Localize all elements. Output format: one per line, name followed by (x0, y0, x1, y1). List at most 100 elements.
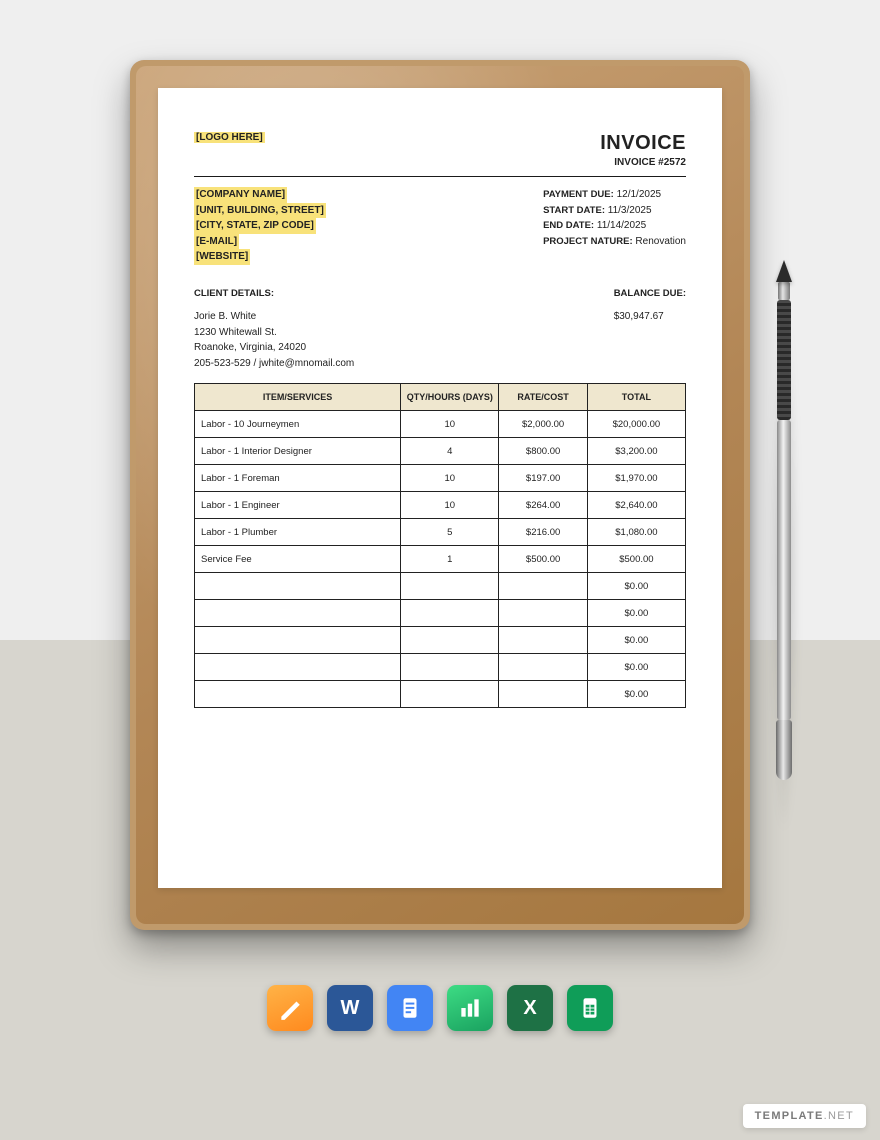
google-docs-icon[interactable] (387, 985, 433, 1031)
numbers-icon[interactable] (447, 985, 493, 1031)
cell-qty (401, 627, 499, 654)
balance-block: BALANCE DUE: $30,947.67 (614, 287, 686, 325)
table-row: Labor - 1 Plumber5$216.00$1,080.00 (195, 519, 686, 546)
client-contact: 205-523-529 / jwhite@mnomail.com (194, 356, 354, 372)
mechanical-pencil (776, 260, 792, 820)
cell-item (195, 573, 401, 600)
balance-label: BALANCE DUE: (614, 287, 686, 302)
cell-rate: $800.00 (499, 438, 587, 465)
cell-total: $0.00 (587, 654, 685, 681)
col-item: ITEM/SERVICES (195, 384, 401, 411)
cell-total: $500.00 (587, 546, 685, 573)
table-row: $0.00 (195, 681, 686, 708)
col-total: TOTAL (587, 384, 685, 411)
meta-block: PAYMENT DUE: 12/1/2025 START DATE: 11/3/… (543, 187, 686, 250)
cell-item: Service Fee (195, 546, 401, 573)
cell-item: Labor - 1 Foreman (195, 465, 401, 492)
payment-due: 12/1/2025 (617, 189, 662, 200)
cell-total: $2,640.00 (587, 492, 685, 519)
cell-total: $3,200.00 (587, 438, 685, 465)
cell-item: Labor - 1 Plumber (195, 519, 401, 546)
cell-qty (401, 681, 499, 708)
cell-total: $0.00 (587, 681, 685, 708)
cell-item (195, 600, 401, 627)
client-name: Jorie B. White (194, 309, 354, 325)
company-name: [COMPANY NAME] (194, 187, 287, 203)
company-address1: [UNIT, BUILDING, STREET] (194, 203, 326, 219)
start-date: 11/3/2025 (608, 205, 652, 216)
cell-rate: $500.00 (499, 546, 587, 573)
cell-rate (499, 600, 587, 627)
cell-total: $0.00 (587, 600, 685, 627)
table-row: $0.00 (195, 627, 686, 654)
payment-due-label: PAYMENT DUE: (543, 189, 614, 200)
excel-icon[interactable]: X (507, 985, 553, 1031)
cell-rate: $2,000.00 (499, 411, 587, 438)
pages-icon[interactable] (267, 985, 313, 1031)
cell-qty: 10 (401, 411, 499, 438)
cell-rate: $197.00 (499, 465, 587, 492)
cell-rate: $264.00 (499, 492, 587, 519)
cell-total: $1,080.00 (587, 519, 685, 546)
word-icon[interactable]: W (327, 985, 373, 1031)
cell-qty: 10 (401, 492, 499, 519)
cell-item: Labor - 1 Interior Designer (195, 438, 401, 465)
table-row: $0.00 (195, 573, 686, 600)
cell-rate (499, 654, 587, 681)
col-rate: RATE/COST (499, 384, 587, 411)
client-block: CLIENT DETAILS: Jorie B. White 1230 Whit… (194, 287, 354, 372)
cell-item (195, 627, 401, 654)
cell-qty: 4 (401, 438, 499, 465)
table-row: Labor - 1 Foreman10$197.00$1,970.00 (195, 465, 686, 492)
start-date-label: START DATE: (543, 205, 605, 216)
watermark-brand: TEMPLATE (755, 1110, 824, 1122)
company-website: [WEBSITE] (194, 249, 250, 265)
cell-item (195, 654, 401, 681)
client-city: Roanoke, Virginia, 24020 (194, 340, 354, 356)
watermark-tld: .NET (824, 1110, 854, 1122)
invoice-page: [LOGO HERE] INVOICE INVOICE #2572 [COMPA… (158, 88, 722, 888)
balance-amount: $30,947.67 (614, 309, 686, 325)
end-date: 11/14/2025 (597, 220, 646, 231)
col-qty: QTY/HOURS (DAYS) (401, 384, 499, 411)
cell-item (195, 681, 401, 708)
cell-total: $0.00 (587, 627, 685, 654)
table-row: Labor - 1 Engineer10$264.00$2,640.00 (195, 492, 686, 519)
cell-qty: 1 (401, 546, 499, 573)
company-address2: [CITY, STATE, ZIP CODE] (194, 218, 316, 234)
watermark: TEMPLATE.NET (743, 1104, 866, 1128)
end-date-label: END DATE: (543, 220, 594, 231)
cell-qty (401, 654, 499, 681)
google-sheets-icon[interactable] (567, 985, 613, 1031)
table-row: $0.00 (195, 600, 686, 627)
logo-placeholder: [LOGO HERE] (194, 132, 265, 143)
invoice-number: INVOICE #2572 (600, 157, 686, 168)
company-email: [E-MAIL] (194, 234, 239, 250)
clipboard: [LOGO HERE] INVOICE INVOICE #2572 [COMPA… (130, 60, 750, 930)
app-icons-row: W X (0, 985, 880, 1031)
table-row: Labor - 1 Interior Designer4$800.00$3,20… (195, 438, 686, 465)
line-items-table: ITEM/SERVICES QTY/HOURS (DAYS) RATE/COST… (194, 383, 686, 708)
cell-rate (499, 627, 587, 654)
cell-item: Labor - 10 Journeymen (195, 411, 401, 438)
project-nature: Renovation (635, 236, 686, 247)
project-nature-label: PROJECT NATURE: (543, 236, 633, 247)
cell-total: $20,000.00 (587, 411, 685, 438)
cell-qty: 5 (401, 519, 499, 546)
header-divider (194, 176, 686, 177)
cell-qty (401, 573, 499, 600)
table-row: $0.00 (195, 654, 686, 681)
client-street: 1230 Whitewall St. (194, 325, 354, 341)
cell-rate: $216.00 (499, 519, 587, 546)
invoice-title: INVOICE (600, 132, 686, 155)
table-row: Labor - 10 Journeymen10$2,000.00$20,000.… (195, 411, 686, 438)
table-row: Service Fee1$500.00$500.00 (195, 546, 686, 573)
client-heading: CLIENT DETAILS: (194, 287, 354, 302)
cell-rate (499, 573, 587, 600)
cell-total: $1,970.00 (587, 465, 685, 492)
cell-qty: 10 (401, 465, 499, 492)
cell-item: Labor - 1 Engineer (195, 492, 401, 519)
cell-total: $0.00 (587, 573, 685, 600)
cell-qty (401, 600, 499, 627)
cell-rate (499, 681, 587, 708)
